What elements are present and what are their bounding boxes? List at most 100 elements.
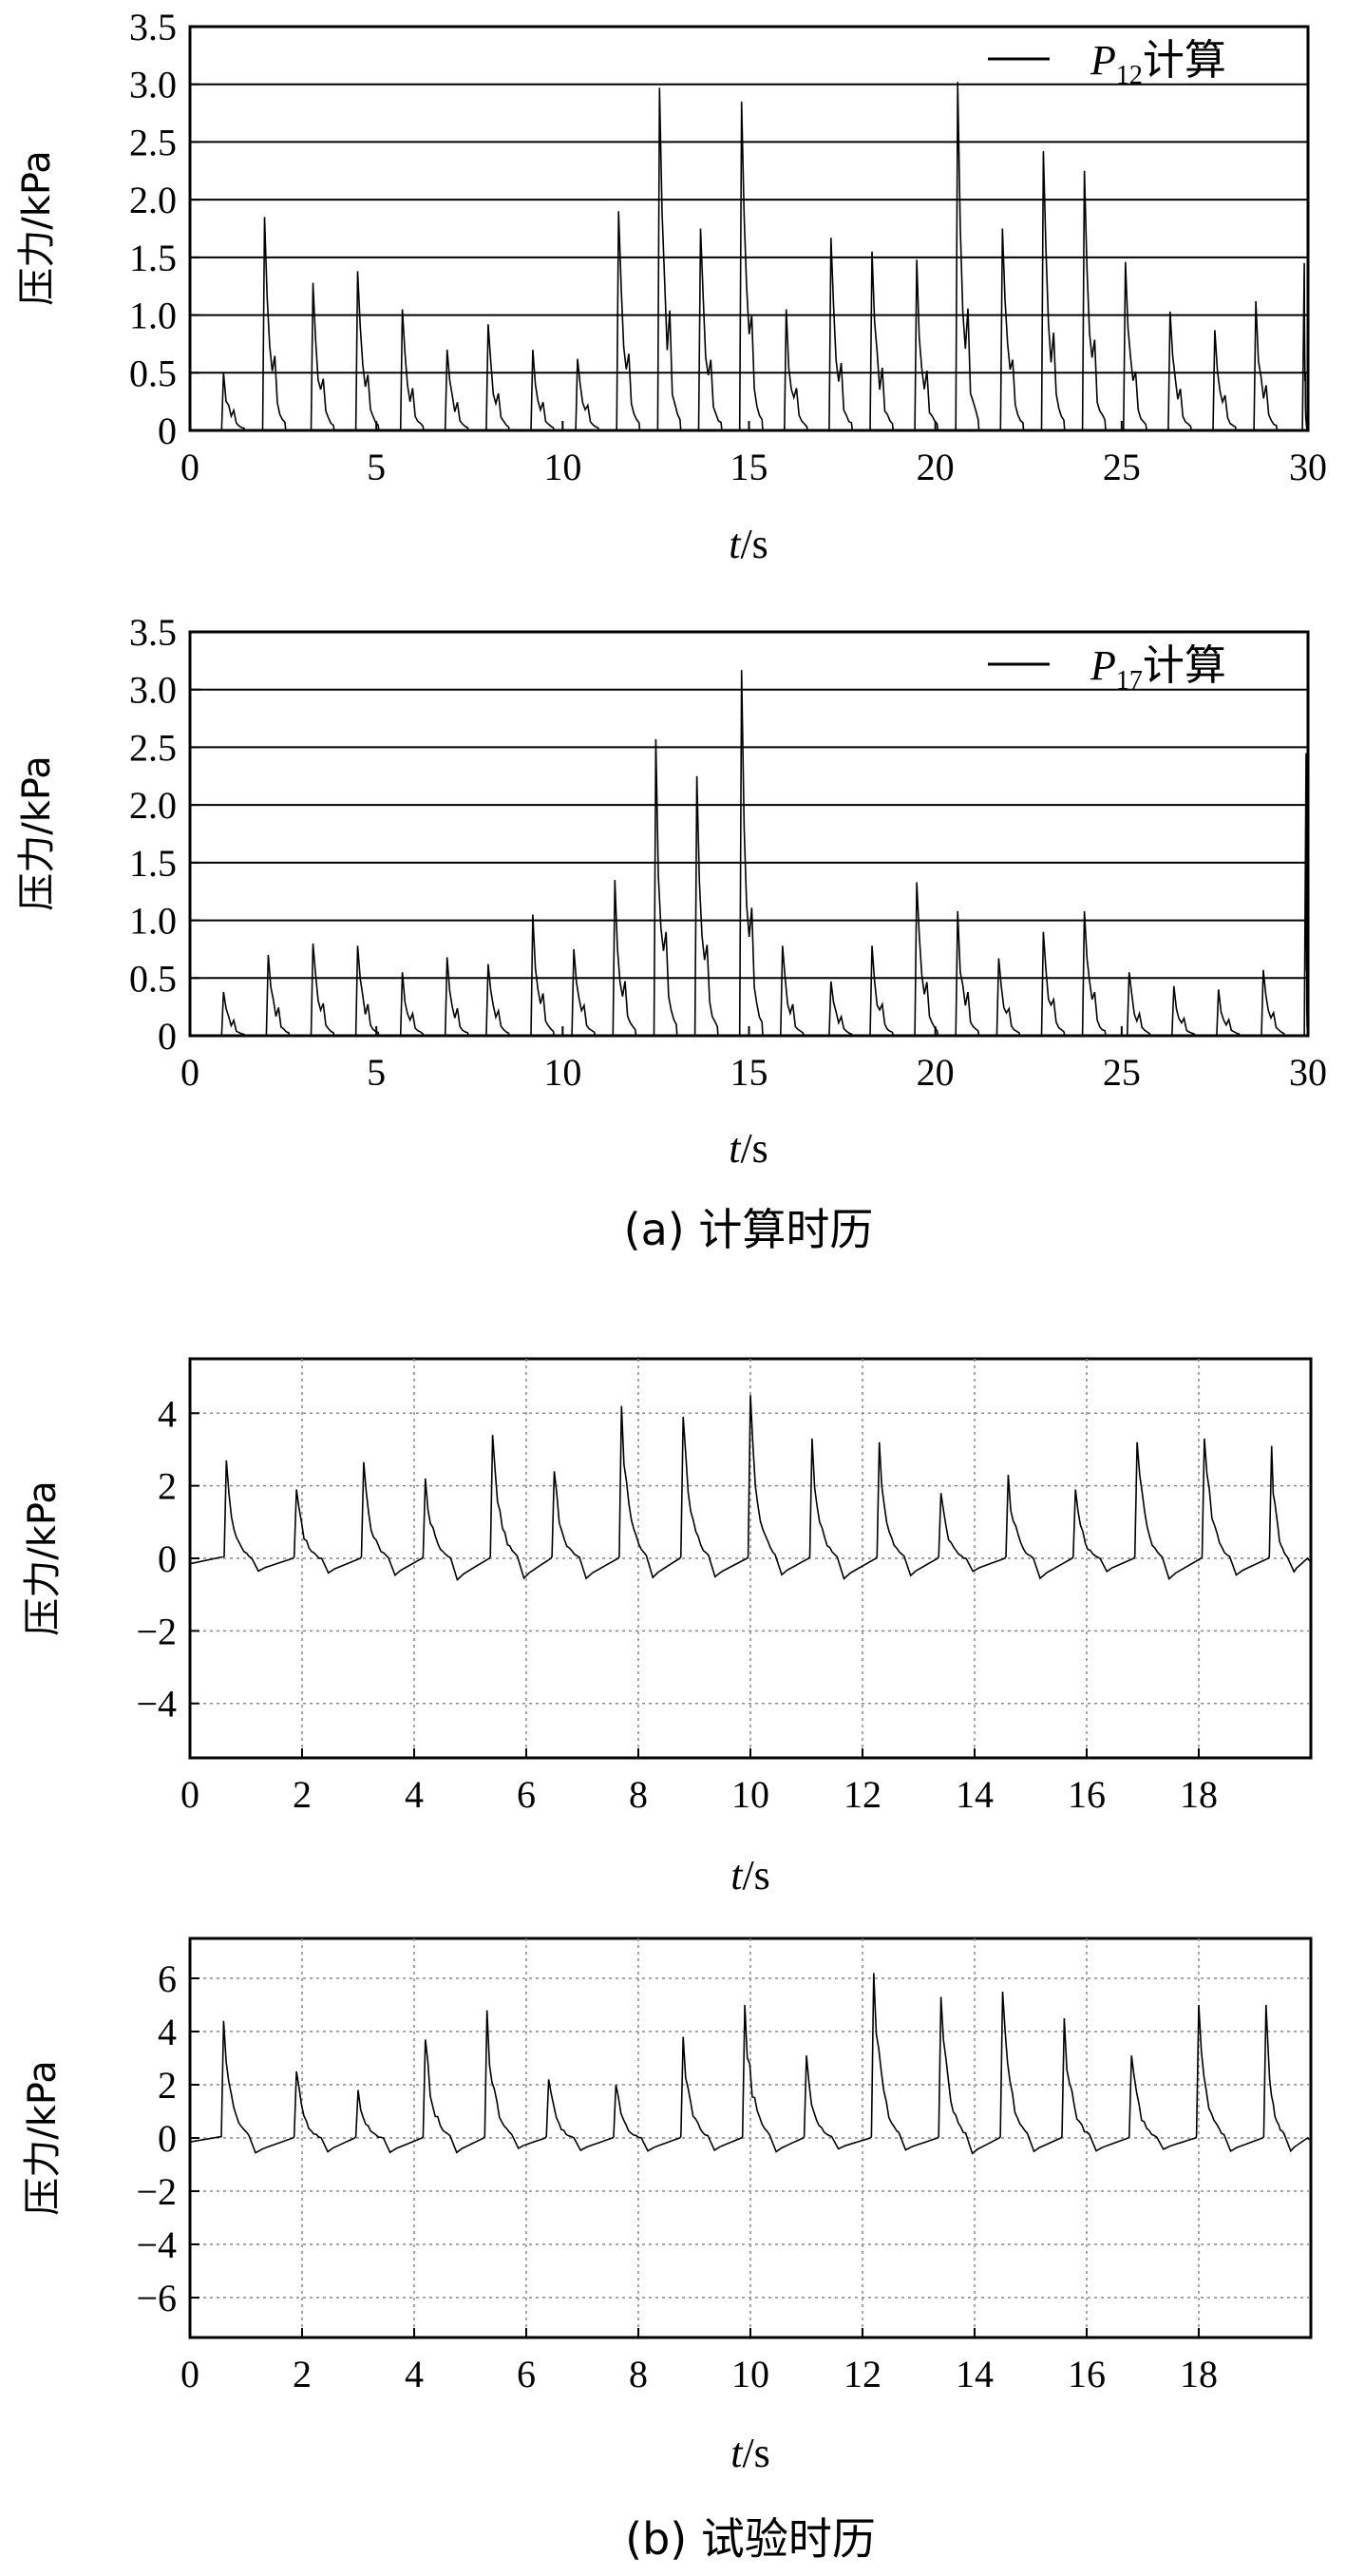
series-p12 <box>190 82 1308 431</box>
chart-exp-2: 0 2 4 6 8 10 12 14 16 18 −6 −4 −2 0 2 4 6 压力/kPa t/s <box>21 1937 1313 2476</box>
legend-label: P17计算 <box>1090 641 1226 696</box>
x-tick-label: 20 <box>917 1051 955 1094</box>
x-tick-label: 0 <box>180 446 199 488</box>
y-tick-label: 0.5 <box>129 352 177 394</box>
x-tick-label: 16 <box>1068 1773 1106 1816</box>
x-tick-label: 25 <box>1103 1051 1141 1094</box>
y-axis-label: 压力/kPa <box>15 150 59 305</box>
legend: P17计算 <box>988 641 1226 696</box>
y-tick-label: 1.5 <box>129 842 177 885</box>
y-tick-label: 0 <box>158 410 177 452</box>
series-p17 <box>190 670 1309 1037</box>
y-axis-label: 压力/kPa <box>21 1480 65 1635</box>
legend: P12计算 <box>988 36 1226 90</box>
x-tick-label: 8 <box>629 1773 648 1816</box>
y-tick-label: 2.5 <box>129 726 177 769</box>
caption-b: (b) 试验时历 <box>625 2513 876 2565</box>
y-ticks: −4 −2 0 2 4 <box>136 1392 199 1726</box>
y-tick-label: −2 <box>136 2170 177 2213</box>
y-tick-label: 0 <box>158 2117 177 2160</box>
series-line <box>189 1395 1312 1582</box>
x-ticks: 0 2 4 6 8 10 12 14 16 18 <box>180 2328 1218 2395</box>
x-tick-label: 12 <box>844 1773 882 1816</box>
grid-lines <box>190 1938 1311 2337</box>
y-tick-label: 2.0 <box>129 784 177 827</box>
y-tick-label: 2 <box>158 1465 177 1508</box>
legend-label: P12计算 <box>1090 36 1226 90</box>
x-tick-label: 15 <box>730 446 768 488</box>
y-tick-label: −2 <box>136 1610 177 1652</box>
x-tick-label: 4 <box>405 1773 424 1816</box>
x-ticks: 0 5 10 15 20 25 30 <box>180 1026 1327 1094</box>
x-axis-label: t/s <box>730 2430 770 2476</box>
x-tick-label: 10 <box>543 1051 581 1094</box>
x-tick-label: 2 <box>293 1773 312 1816</box>
x-tick-label: 30 <box>1289 446 1327 488</box>
x-tick-label: 0 <box>180 2353 199 2395</box>
chart-p17: 0 5 10 15 20 25 30 0 0.5 1.0 1.5 2.0 2.5 3.0 3.5 P17计… <box>15 611 1327 1172</box>
x-tick-label: 25 <box>1103 446 1141 488</box>
x-tick-label: 0 <box>180 1051 199 1094</box>
x-tick-label: 10 <box>543 446 581 488</box>
x-tick-label: 18 <box>1180 1773 1218 1816</box>
y-tick-label: 0 <box>158 1015 177 1058</box>
y-tick-label: 2.5 <box>129 121 177 163</box>
chart-p12: 0 5 10 15 20 25 30 0 0.5 1.0 1.5 2.0 2.5 3.0 3.5 P12计… <box>15 6 1327 567</box>
x-tick-label: 14 <box>956 2353 994 2395</box>
x-tick-label: 30 <box>1289 1051 1327 1094</box>
y-tick-label: −4 <box>136 1683 177 1726</box>
series-exp-2 <box>189 1973 1312 2155</box>
x-tick-label: 6 <box>517 2353 536 2395</box>
y-ticks: 0 0.5 1.0 1.5 2.0 2.5 3.0 3.5 <box>129 6 199 452</box>
x-tick-label: 10 <box>731 1773 769 1816</box>
y-tick-label: 1.5 <box>129 237 177 279</box>
x-tick-label: 6 <box>517 1773 536 1816</box>
y-tick-label: 3.5 <box>129 611 177 654</box>
grid-lines <box>190 83 1308 374</box>
x-axis-label: t/s <box>729 1125 768 1172</box>
series-line <box>190 670 1309 1037</box>
x-axis-label: t/s <box>729 521 768 567</box>
x-tick-label: 5 <box>367 446 386 488</box>
y-tick-label: −6 <box>136 2277 177 2319</box>
chart-exp-1: 0 2 4 6 8 10 12 14 16 18 −4 −2 0 2 4 压力/kPa t/s <box>21 1357 1313 1899</box>
y-tick-label: 4 <box>158 2011 177 2053</box>
x-tick-label: 5 <box>367 1051 386 1094</box>
y-ticks: −6 −4 −2 0 2 4 6 <box>136 1957 199 2319</box>
x-tick-label: 8 <box>629 2353 648 2395</box>
series-exp-1 <box>189 1395 1312 1582</box>
x-tick-label: 4 <box>405 2353 424 2395</box>
y-ticks: 0 0.5 1.0 1.5 2.0 2.5 3.0 3.5 <box>129 611 199 1058</box>
y-axis-label: 压力/kPa <box>15 755 59 910</box>
series-line <box>190 82 1308 431</box>
x-tick-label: 14 <box>956 1773 994 1816</box>
y-tick-label: 3.5 <box>129 6 177 48</box>
y-tick-label: 6 <box>158 1957 177 2000</box>
x-tick-label: 12 <box>844 2353 882 2395</box>
y-tick-label: −4 <box>136 2223 177 2266</box>
y-tick-label: 0 <box>158 1537 177 1580</box>
x-tick-label: 16 <box>1068 2353 1106 2395</box>
y-tick-label: 1.0 <box>129 295 177 337</box>
y-tick-label: 3.0 <box>129 669 177 712</box>
y-tick-label: 4 <box>158 1392 177 1435</box>
y-tick-label: 2 <box>158 2064 177 2107</box>
y-tick-label: 1.0 <box>129 900 177 943</box>
x-tick-label: 18 <box>1180 2353 1218 2395</box>
x-tick-label: 10 <box>731 2353 769 2395</box>
x-tick-label: 0 <box>180 1773 199 1816</box>
x-tick-label: 15 <box>730 1051 768 1094</box>
series-line <box>189 1973 1312 2155</box>
caption-a: (a) 计算时历 <box>624 1204 874 1255</box>
y-tick-label: 0.5 <box>129 957 177 1000</box>
y-tick-label: 2.0 <box>129 179 177 221</box>
x-axis-label: t/s <box>730 1852 770 1899</box>
x-ticks: 0 5 10 15 20 25 30 <box>180 421 1327 488</box>
grid-lines <box>190 688 1308 980</box>
x-tick-label: 2 <box>293 2353 312 2395</box>
x-ticks: 0 2 4 6 8 10 12 14 16 18 <box>180 1748 1218 1816</box>
grid-lines <box>190 1359 1311 1758</box>
x-tick-label: 20 <box>917 446 955 488</box>
y-tick-label: 3.0 <box>129 64 177 106</box>
